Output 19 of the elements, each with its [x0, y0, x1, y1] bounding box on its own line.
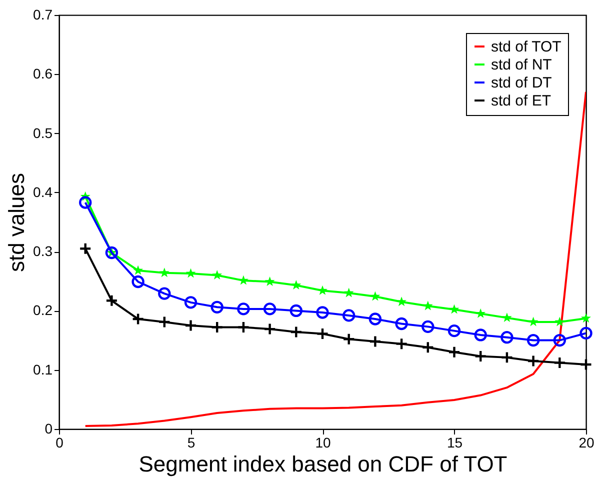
y-tick-label: 0.2 [33, 302, 53, 318]
x-axis-title: Segment index based on CDF of TOT [138, 452, 508, 476]
legend-label: std of DT [491, 74, 552, 92]
y-tick-label: 0.4 [33, 184, 53, 200]
y-axis-title: std values [4, 172, 30, 272]
x-tick-label: 20 [578, 434, 594, 450]
x-tick-label: 15 [446, 434, 463, 450]
x-tick-label: 10 [315, 434, 331, 450]
legend-label: std of TOT [491, 38, 562, 56]
y-tick-label: 0 [44, 420, 53, 436]
y-tick-label: 0.5 [33, 124, 53, 141]
legend-label: std of NT [491, 56, 552, 74]
x-tick-label: 0 [56, 434, 64, 450]
y-tick-label: 0.7 [33, 6, 53, 22]
y-tick-label: 0.6 [33, 66, 53, 82]
y-tick-label: 0.1 [33, 361, 53, 378]
legend-label: std of ET [491, 92, 552, 110]
x-tick-label: 5 [187, 434, 196, 450]
y-tick-label: 0.3 [33, 243, 53, 260]
